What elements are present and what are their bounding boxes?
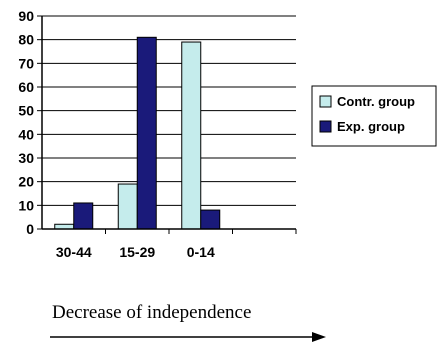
chart-caption: Decrease of independence (52, 302, 251, 323)
legend-box (311, 85, 437, 147)
legend-swatch-exp-group (319, 120, 332, 133)
legend-label-exp-group: Exp. group (337, 119, 405, 134)
y-tick-label-30: 30 (18, 150, 34, 166)
y-tick-label-70: 70 (18, 55, 34, 71)
y-tick-label-20: 20 (18, 174, 34, 190)
arrow-head (312, 332, 326, 342)
bars (54, 36, 221, 230)
bar-contr-group-0-14 (181, 41, 202, 230)
legend: Contr. group Exp. group (311, 85, 437, 147)
legend-label-contr-group: Contr. group (337, 94, 415, 109)
axes (41, 16, 297, 234)
bar-exp-group-0-14 (200, 209, 221, 230)
x-tick-label-30-44: 30-44 (56, 244, 92, 260)
direction-arrow (50, 332, 326, 342)
x-axis-ticks: 30-44 15-29 0-14 (56, 244, 215, 260)
y-axis-ticks: 0 10 20 30 40 50 60 70 80 90 (18, 8, 42, 237)
y-tick-label-40: 40 (18, 126, 34, 142)
x-tick-label-0-14: 0-14 (187, 244, 215, 260)
y-tick-label-0: 0 (26, 221, 34, 237)
bar-exp-group-30-44 (73, 202, 94, 230)
y-tick-label-80: 80 (18, 32, 34, 48)
y-tick-label-10: 10 (18, 197, 34, 213)
y-tick-label-60: 60 (18, 79, 34, 95)
legend-swatch-contr-group (319, 95, 332, 108)
gridlines (42, 15, 296, 206)
bar-contr-group-15-29 (117, 183, 138, 230)
bar-exp-group-15-29 (136, 36, 157, 230)
x-tick-label-15-29: 15-29 (119, 244, 155, 260)
y-tick-label-90: 90 (18, 8, 34, 24)
y-tick-label-50: 50 (18, 103, 34, 119)
